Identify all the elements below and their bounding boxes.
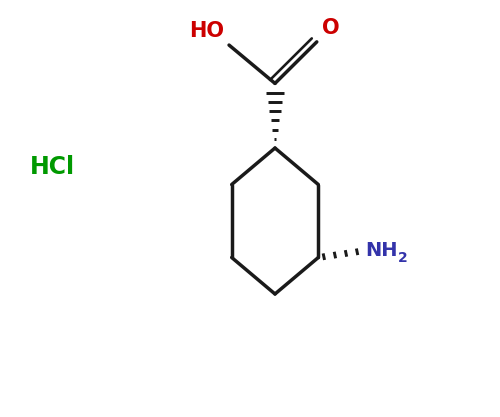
Text: HCl: HCl	[30, 155, 75, 179]
Text: HO: HO	[189, 21, 224, 41]
Text: NH: NH	[365, 241, 398, 261]
Text: O: O	[322, 18, 340, 38]
Text: 2: 2	[398, 251, 407, 265]
